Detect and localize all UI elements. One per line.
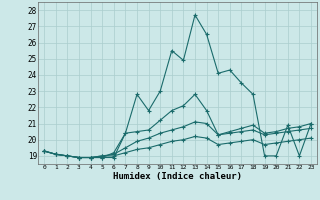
X-axis label: Humidex (Indice chaleur): Humidex (Indice chaleur) [113, 172, 242, 181]
